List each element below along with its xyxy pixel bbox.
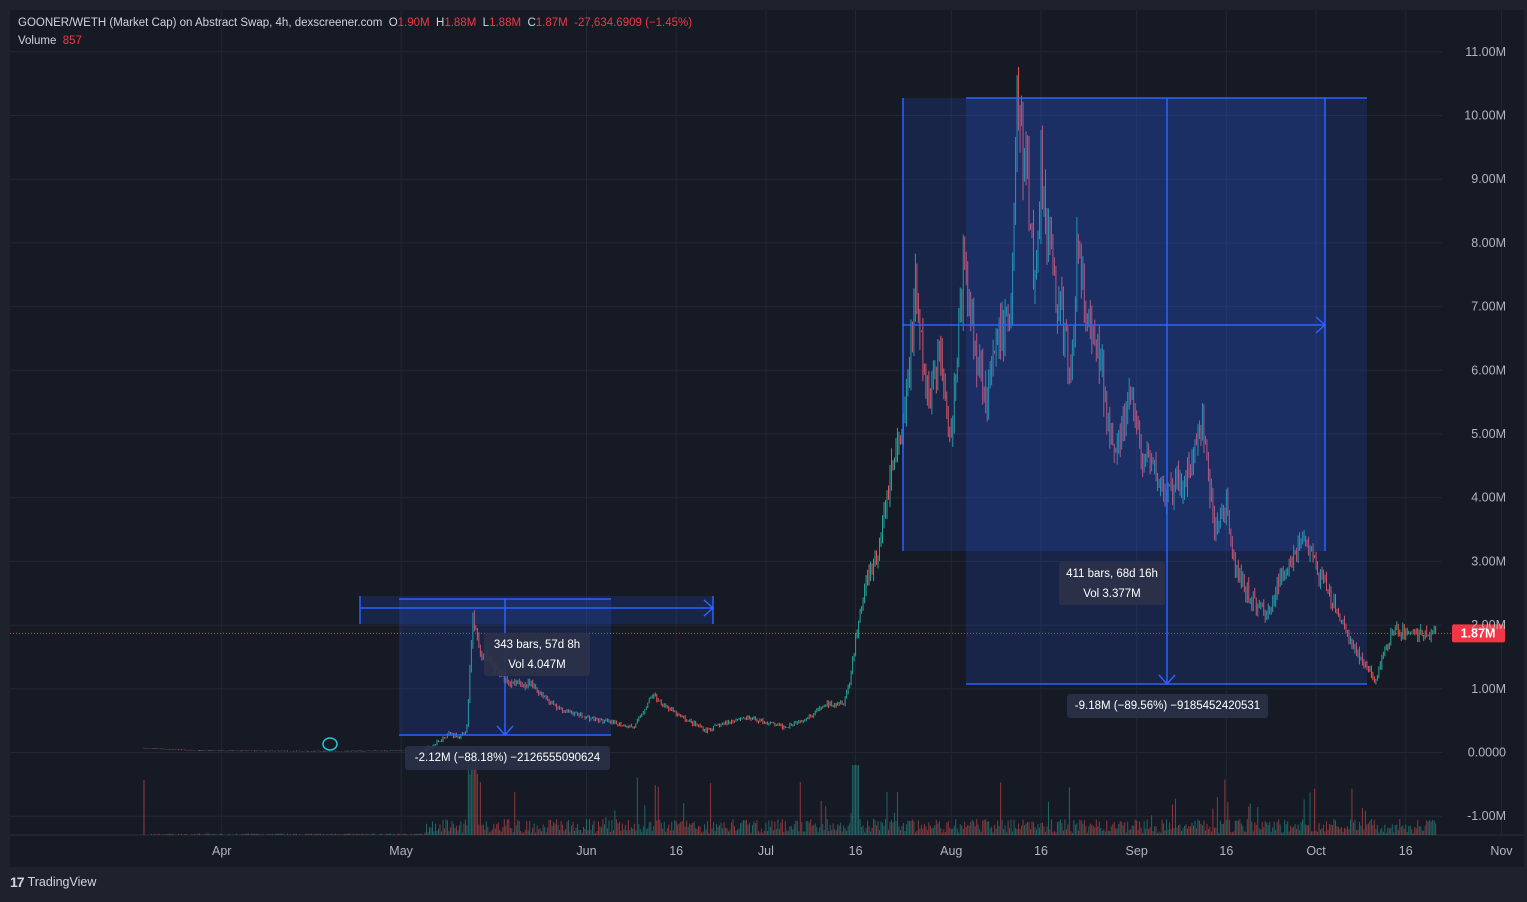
- y-tick-label: 11.00M: [1465, 45, 1506, 59]
- ohlc-legend: GOONER/WETH (Market Cap) on Abstract Swa…: [18, 17, 692, 29]
- date-range-fill: [360, 596, 713, 624]
- arrow-head: [1158, 674, 1176, 686]
- high-label: H: [436, 17, 445, 29]
- price-change-box: [405, 746, 610, 770]
- arrow-head: [1315, 316, 1327, 334]
- price-change-box-text: -2.12M (−88.18%) −2126555090624: [415, 752, 601, 764]
- x-tick-label: Apr: [212, 844, 231, 858]
- range-info-box-text: 411 bars, 68d 16h: [1066, 568, 1158, 580]
- y-tick-label: 2.00M: [1471, 618, 1506, 632]
- brand-label: TradingView: [27, 875, 97, 889]
- x-tick-label: Nov: [1490, 844, 1513, 858]
- arrow-head: [703, 599, 715, 617]
- y-tick-label: -1.00M: [1467, 809, 1506, 823]
- y-tick-label: 7.00M: [1471, 300, 1506, 314]
- symbol-title: GOONER/WETH (Market Cap) on Abstract Swa…: [18, 17, 383, 29]
- x-tick-label: 16: [849, 844, 863, 858]
- last-price-badge: [1452, 624, 1505, 643]
- x-tick-label: Jun: [576, 844, 596, 858]
- low-value: 1.88M: [489, 17, 522, 29]
- last-price-label: 1.87M: [1461, 626, 1496, 640]
- x-tick-label: 16: [669, 844, 683, 858]
- volume-label: Volume: [18, 35, 57, 47]
- y-tick-label: 4.00M: [1471, 491, 1506, 505]
- open-label: O: [388, 17, 398, 29]
- y-tick-label: 9.00M: [1471, 172, 1506, 186]
- arrow-head: [496, 725, 514, 737]
- price-change-box: [1067, 694, 1268, 718]
- range-info-box: [484, 633, 590, 676]
- tradingview-logo-icon: 17: [10, 874, 25, 890]
- range-info-box-text: 343 bars, 57d 8h: [494, 639, 580, 651]
- y-tick-label: 6.00M: [1471, 363, 1506, 377]
- x-tick-label: 16: [1219, 844, 1233, 858]
- y-tick-label: 5.00M: [1471, 427, 1506, 441]
- x-tick-label: Jul: [758, 844, 774, 858]
- chart-panel[interactable]: 1.87M 343 bars, 57d 8h Vol 4.047M -2.12M (−…: [10, 10, 1524, 867]
- y-tick-label: 1.00M: [1471, 682, 1506, 696]
- y-tick-label: 0.0000: [1468, 746, 1506, 760]
- x-tick-label: Aug: [940, 844, 962, 858]
- low-label: L: [482, 17, 490, 29]
- y-tick-label: 3.00M: [1471, 554, 1506, 568]
- close-label: C: [527, 17, 536, 29]
- x-tick-label: 16: [1034, 844, 1048, 858]
- y-tick-label: 8.00M: [1471, 236, 1506, 250]
- tradingview-brand[interactable]: 17 TradingView: [10, 874, 96, 890]
- circle-marker: [322, 737, 338, 751]
- volume-legend: Volume 857: [18, 35, 82, 47]
- x-tick-label: May: [389, 844, 413, 858]
- close-value: 1.87M: [535, 17, 568, 29]
- high-value: 1.88M: [444, 17, 477, 29]
- range-info-box: [1059, 562, 1165, 605]
- x-tick-label: Oct: [1306, 844, 1326, 858]
- range-info-box-text: Vol 4.047M: [508, 659, 566, 671]
- price-change-box-text: -9.18M (−89.56%) −9185452420531: [1075, 700, 1260, 712]
- x-tick-label: 16: [1399, 844, 1413, 858]
- open-value: 1.90M: [397, 17, 430, 29]
- volume-value: 857: [62, 35, 82, 47]
- y-tick-label: 10.00M: [1464, 109, 1506, 123]
- x-tick-label: Sep: [1126, 844, 1148, 858]
- candlestick-chart[interactable]: 1.87M 343 bars, 57d 8h Vol 4.047M -2.12M (−…: [10, 10, 1524, 867]
- change-value: -27,634.6909 (−1.45%): [574, 17, 693, 29]
- range-info-box-text: Vol 3.377M: [1083, 588, 1141, 600]
